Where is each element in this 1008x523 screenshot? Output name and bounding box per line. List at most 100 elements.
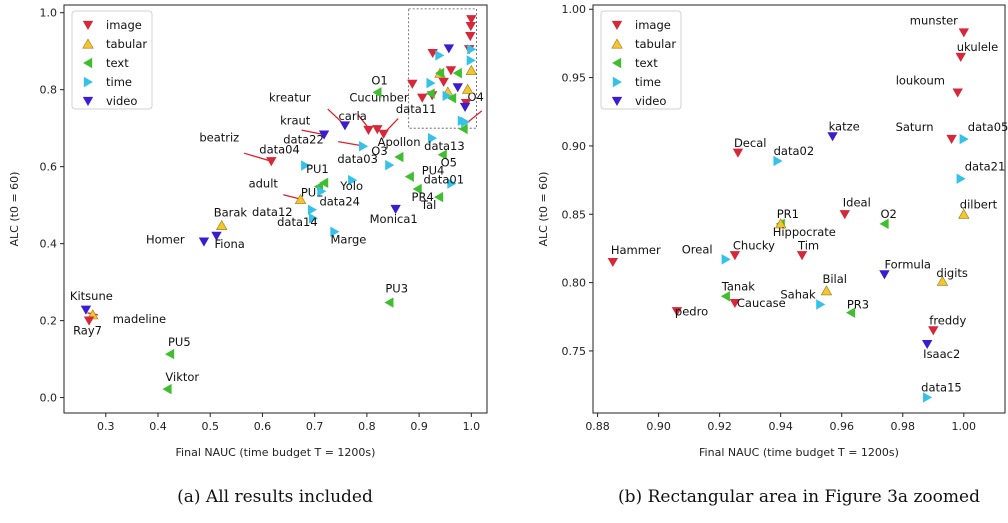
x-tick-label: 0.88	[585, 420, 610, 433]
image-marker	[465, 32, 476, 42]
image-marker	[83, 316, 95, 326]
time-marker	[442, 90, 452, 102]
point-label: loukoum	[896, 74, 945, 88]
point-label: Marge	[331, 233, 367, 247]
legend-entry: video	[635, 94, 666, 108]
point-label: PU4	[422, 164, 445, 178]
tabular-marker	[611, 38, 623, 49]
point-label: Isaac2	[923, 347, 960, 361]
y-tick-label: 0.6	[40, 161, 58, 174]
video-marker	[452, 83, 463, 93]
point-label: Tim	[797, 238, 819, 252]
x-axis-label: Final NAUC (time budget T = 1200s)	[699, 446, 899, 459]
video-marker	[339, 121, 351, 131]
time-marker	[348, 174, 358, 186]
image-marker	[796, 251, 808, 261]
legend-entry: time	[106, 75, 132, 89]
text-marker	[437, 149, 447, 160]
image-marker	[952, 88, 963, 98]
image-marker	[928, 326, 939, 336]
tabular-marker	[215, 220, 228, 231]
tabular-marker	[774, 218, 787, 229]
x-tick-label: 0.9	[410, 420, 428, 433]
time-marker	[447, 178, 457, 189]
image-marker	[946, 134, 957, 145]
legend-entry: image	[635, 18, 671, 32]
text-marker	[845, 307, 856, 318]
image-marker	[372, 125, 383, 135]
image-marker	[611, 20, 623, 30]
time-marker	[612, 76, 622, 88]
point-label: PR3	[847, 298, 869, 312]
y-axis-label: ALC (t0 = 60)	[537, 172, 550, 247]
point-label: munster	[910, 13, 958, 27]
image-marker	[839, 210, 850, 220]
point-label: data03	[337, 152, 378, 166]
point-label: Barak	[214, 206, 248, 220]
text-marker	[319, 177, 329, 189]
y-tick-label: 1.0	[40, 7, 58, 20]
legend-entry: video	[106, 94, 137, 108]
point-label: PU3	[385, 282, 408, 296]
time-marker	[385, 159, 395, 171]
point-label: O3	[371, 144, 387, 158]
time-marker	[721, 254, 731, 265]
x-tick-label: 0.90	[646, 420, 671, 433]
point-label: Formula	[884, 257, 931, 271]
text-marker	[394, 151, 404, 163]
point-label: data02	[774, 144, 815, 158]
time-marker	[816, 299, 826, 310]
time-marker	[307, 204, 317, 215]
video-marker	[611, 96, 623, 106]
text-marker	[162, 383, 172, 395]
image-marker	[438, 77, 449, 87]
y-tick-label: 1.00	[562, 3, 587, 16]
point-label: carla	[338, 109, 366, 123]
image-marker	[407, 79, 418, 89]
video-marker	[921, 339, 933, 350]
text-marker	[434, 191, 444, 203]
figure-caption: (a) All results included	[177, 487, 373, 507]
point-label: beatriz	[199, 130, 239, 144]
legend-box	[71, 10, 153, 110]
point-label: data24	[319, 194, 360, 208]
point-label: data14	[277, 215, 318, 229]
point-label: Tal	[420, 198, 436, 212]
legend: image tabular text time video	[600, 10, 682, 110]
time-marker	[435, 50, 445, 61]
legend-box	[600, 10, 682, 110]
image-marker	[732, 148, 744, 158]
point-label: Hammer	[611, 243, 661, 257]
point-label: Caucase	[737, 296, 786, 310]
time-marker	[308, 213, 319, 224]
video-marker	[827, 132, 838, 142]
point-label: data04	[259, 143, 300, 157]
x-tick-label: 0.96	[829, 420, 854, 433]
image-marker	[729, 298, 741, 309]
point-label: PU5	[168, 335, 191, 349]
tabular-marker	[820, 285, 833, 296]
point-label: data05	[968, 120, 1008, 134]
point-label: Apollon	[378, 135, 421, 149]
video-marker	[879, 270, 890, 280]
image-marker	[466, 15, 477, 25]
point-label: Monica1	[370, 212, 418, 226]
point-label: ukulele	[957, 40, 998, 54]
time-marker	[923, 392, 933, 403]
time-marker	[83, 76, 93, 88]
x-tick-label: 0.3	[97, 420, 115, 433]
annotation-arrow	[283, 194, 301, 200]
image-marker	[378, 129, 389, 139]
text-marker	[165, 348, 175, 360]
tabular-marker	[82, 38, 94, 49]
time-marker	[956, 173, 966, 184]
y-axis-label: ALC (t0 = 60)	[8, 172, 21, 247]
point-label: Hippocrate	[773, 225, 836, 239]
legend-entry: tabular	[106, 37, 147, 51]
y-tick-label: 0.75	[562, 345, 587, 358]
point-label: O2	[880, 207, 896, 221]
zoom-rectangle	[408, 8, 477, 129]
x-tick-label: 1.00	[952, 420, 977, 433]
